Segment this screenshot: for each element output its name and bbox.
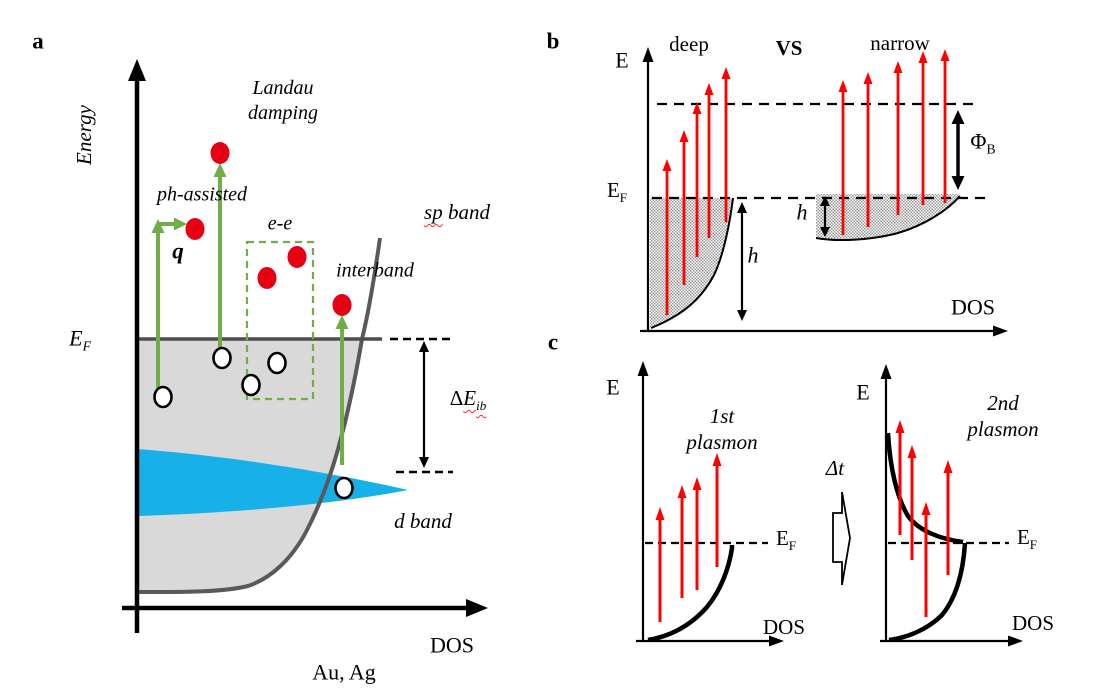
- panel-a-axes: [122, 59, 488, 633]
- narrow-red-arrows: [838, 49, 950, 235]
- ph-assisted-label: ph-assisted: [157, 183, 247, 206]
- panel-a-tag: a: [32, 28, 44, 54]
- e-axis-label-c-right: E: [856, 379, 870, 405]
- interband-gap-markers: [390, 337, 453, 474]
- dos-curve-2nd-lower: [888, 542, 968, 643]
- fermi-label-c-left: EF: [775, 525, 797, 554]
- e-axis-label-b: E: [615, 47, 629, 73]
- narrow-distribution-fill: [816, 194, 960, 241]
- h-deep-label: h: [747, 242, 759, 268]
- dos-curve-2nd-upper: [885, 432, 964, 545]
- depth-arrow-narrow: [820, 196, 830, 237]
- delta-t-block-arrow: [832, 491, 851, 586]
- e-axis-label-c-left: E: [606, 374, 620, 400]
- dos-label-c-left: DOS: [762, 614, 806, 639]
- second-plasmon-label: 2nd plasmon: [967, 390, 1039, 441]
- fermi-label-c-right: EF: [1016, 524, 1038, 553]
- sp-band-label: sp band: [424, 199, 490, 224]
- first-plasmon-label: 1st plasmon: [686, 403, 758, 454]
- gap-arrowhead-up: [419, 341, 429, 352]
- panel-b-axes: [640, 47, 1008, 337]
- d-band-shape: [137, 449, 408, 516]
- narrow-label: narrow: [870, 30, 930, 55]
- deep-distribution-fill: [650, 198, 733, 329]
- interband-gap-label: ΔEib: [449, 385, 487, 414]
- depth-arrow-deep: [737, 202, 747, 321]
- dos-label-a: DOS: [429, 632, 475, 658]
- panel-b-graphics: [640, 47, 1008, 337]
- ee-label: e-e: [267, 212, 293, 235]
- hole-circles: [153, 346, 354, 500]
- right-red-arrows: [895, 420, 953, 617]
- energy-axis-label: Energy: [71, 105, 96, 165]
- fermi-label-a: EF: [69, 325, 91, 354]
- excitation-arrows: [151, 163, 349, 465]
- dos-label-b: DOS: [950, 294, 996, 320]
- deep-label: deep: [669, 31, 709, 56]
- interband-label: interband: [336, 259, 414, 282]
- barrier-label: ΦB: [970, 128, 996, 157]
- sp-band-curve: [136, 237, 382, 595]
- ee-scattering-box: [245, 240, 315, 401]
- d-band-label: d band: [394, 508, 452, 533]
- left-red-arrows: [655, 453, 722, 622]
- deep-distribution-curve: [650, 197, 734, 329]
- fermi-label-b: EF: [606, 177, 628, 206]
- panel-c-graphics: [636, 361, 1023, 647]
- gap-arrowhead-down: [419, 457, 429, 468]
- panel-c-tag: c: [547, 329, 559, 355]
- vs-label: VS: [775, 35, 803, 60]
- narrow-distribution-curve: [815, 195, 961, 242]
- material-label: Au, Ag: [312, 659, 376, 685]
- dos-curve-1st: [647, 545, 735, 643]
- dos-label-c-right: DOS: [1011, 610, 1055, 635]
- h-narrow-label: h: [796, 199, 808, 225]
- hot-electron-dots: [185, 142, 352, 316]
- barrier-arrow: [951, 110, 965, 190]
- panel-c-right-axes: [880, 364, 1023, 647]
- panel-c-left-axes: [636, 361, 784, 647]
- momentum-q-label: q: [172, 238, 184, 264]
- deep-red-arrows: [662, 67, 731, 315]
- landau-damping-label: Landau damping: [248, 77, 318, 124]
- panel-b-tag: b: [546, 28, 560, 54]
- delta-t-label: Δt: [825, 455, 845, 480]
- panel-a-graphics: [122, 59, 488, 633]
